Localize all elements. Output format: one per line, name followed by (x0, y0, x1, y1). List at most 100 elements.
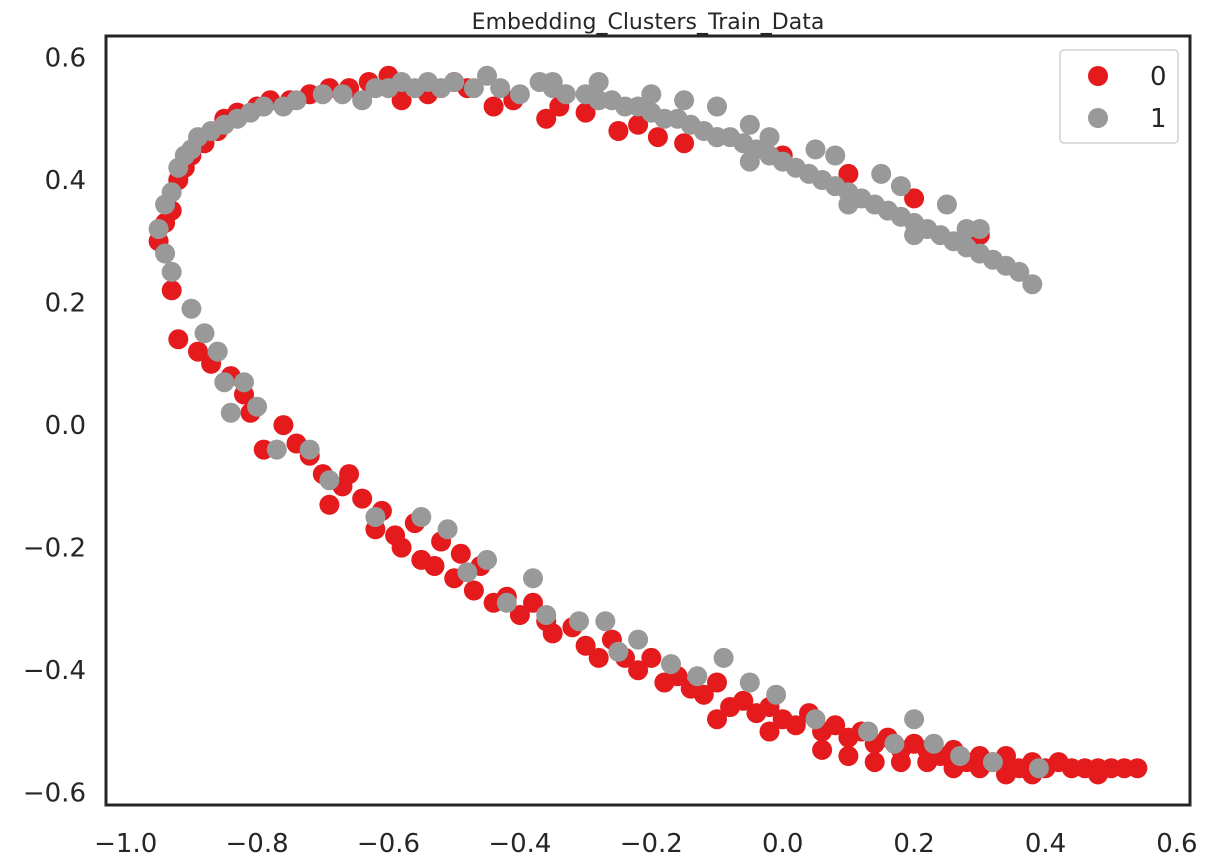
scatter-point-series-0-122 (483, 96, 504, 117)
scatter-point-series-1-111 (674, 90, 695, 111)
scatter-point-series-1-100 (1009, 261, 1030, 282)
y-tick-label: 0.2 (45, 289, 86, 319)
y-tick-label: 0.0 (45, 411, 86, 441)
x-tick-label: −0.4 (488, 829, 551, 859)
scatter-point-series-1-104 (739, 114, 760, 135)
scatter-point-series-1-50 (555, 84, 576, 105)
scatter-point-series-1-24 (299, 439, 320, 460)
plot-frame (104, 34, 1192, 807)
scatter-point-series-1-23 (286, 90, 307, 111)
scatter-point-series-0-68 (693, 684, 714, 705)
scatter-point-series-0-110 (838, 746, 859, 766)
y-axis-ticks: 0.6 0.4 0.2 0.0 −0.2 −0.4 −0.6 (23, 43, 86, 808)
scatter-point-series-0-113 (996, 764, 1016, 785)
scatter-point-series-0-111 (890, 752, 911, 773)
scatter-point-series-0-75 (785, 715, 806, 736)
scatter-point-series-0-104 (917, 752, 938, 773)
scatter-point-series-1-0 (148, 219, 169, 239)
scatter-point-series-0-101 (1127, 758, 1148, 779)
y-tick-label: −0.6 (23, 779, 86, 809)
scatter-point-series-1-112 (739, 151, 760, 172)
legend-label-0: 0 (1150, 62, 1167, 92)
scatter-point-series-1-19 (247, 396, 268, 417)
scatter-point-series-1-109 (588, 72, 609, 92)
scatter-point-series-1-65 (687, 666, 708, 687)
scatter-point-series-1-106 (871, 163, 892, 184)
scatter-point-series-1-113 (838, 194, 859, 215)
scatter-point-series-1-45 (509, 84, 530, 105)
scatter-point-series-1-54 (595, 611, 616, 632)
scatter-point-series-1-56 (608, 641, 629, 662)
scatter-point-series-1-1 (155, 243, 176, 264)
scatter-point-series-1-107 (936, 194, 957, 215)
scatter-point-series-0-120 (391, 90, 412, 111)
scatter-point-series-0-37 (391, 537, 412, 558)
scatter-point-series-0-103 (864, 752, 885, 773)
chart-title: Embedding_Clusters_Train_Data (472, 10, 825, 35)
x-tick-label: 0.2 (893, 829, 934, 859)
scatter-point-series-1-3 (161, 261, 182, 282)
scatter-point-series-1-42 (477, 549, 497, 570)
x-tick-label: −0.6 (357, 829, 420, 859)
scatter-point-series-0-114 (575, 102, 596, 123)
scatter-point-series-1-17 (234, 372, 254, 393)
scatter-point-series-1-20 (253, 96, 274, 117)
scatter-point-series-0-52 (523, 592, 543, 613)
x-tick-label: −0.2 (620, 829, 683, 859)
scatter-point-series-0-8 (188, 341, 208, 362)
points-layer (148, 65, 1148, 785)
scatter-point-series-0-102 (812, 739, 833, 760)
scatter-point-series-0-60 (608, 121, 629, 141)
scatter-point-series-0-123 (536, 108, 557, 129)
scatter-point-series-0-41 (424, 556, 445, 576)
scatter-point-series-1-103 (707, 96, 727, 117)
scatter-point-series-1-14 (214, 372, 235, 393)
scatter-point-series-1-27 (332, 84, 353, 105)
scatter-point-series-0-5 (168, 329, 189, 350)
scatter-point-series-0-69 (707, 672, 727, 693)
scatter-point-series-1-51 (569, 611, 589, 632)
scatter-point-series-1-62 (661, 654, 681, 675)
scatter-point-series-0-54 (542, 623, 563, 644)
y-tick-label: 0.4 (45, 166, 86, 196)
y-tick-label: 0.6 (45, 43, 86, 73)
scatter-point-series-0-117 (838, 163, 859, 184)
scatter-point-series-1-105 (805, 139, 826, 160)
scatter-point-series-1-89 (904, 709, 925, 730)
scatter-point-series-1-8 (181, 298, 202, 319)
scatter-point-series-1-71 (739, 672, 760, 693)
scatter-point-series-1-119 (969, 219, 990, 239)
scatter-point-series-0-109 (759, 721, 780, 742)
scatter-point-series-1-59 (628, 629, 649, 650)
scatter-point-series-1-83 (858, 721, 879, 742)
scatter-point-series-0-27 (319, 494, 340, 515)
scatter-point-series-0-107 (1088, 764, 1108, 785)
scatter-point-series-1-38 (444, 72, 465, 92)
scatter-point-series-1-78 (805, 709, 826, 730)
scatter-point-series-1-15 (220, 402, 241, 423)
scatter-point-series-1-4 (161, 182, 182, 203)
x-tick-label: −0.8 (226, 829, 289, 859)
x-axis-ticks: −1.0 −0.8 −0.6 −0.4 −0.2 0.0 0.2 0.4 0.6 (94, 829, 1197, 859)
scatter-point-series-0-108 (707, 709, 727, 730)
scatter-point-series-0-30 (339, 464, 360, 485)
scatter-point-series-0-46 (463, 580, 484, 601)
legend-label-1: 1 (1150, 104, 1167, 134)
scatter-point-series-1-98 (982, 752, 1003, 773)
legend: 0 1 (1059, 49, 1179, 144)
scatter-point-series-1-44 (496, 592, 517, 613)
x-tick-label: 0.0 (762, 829, 803, 859)
scatter-point-series-1-48 (536, 605, 557, 625)
scatter-point-series-1-101 (1022, 274, 1043, 295)
scatter-point-series-1-10 (194, 323, 215, 344)
scatter-point-series-1-39 (457, 562, 478, 583)
scatter-point-series-1-118 (890, 176, 911, 197)
x-tick-label: 0.6 (1156, 829, 1197, 859)
scatter-point-series-0-78 (825, 715, 846, 736)
scatter-point-series-1-110 (641, 84, 662, 105)
scatter-point-series-1-117 (825, 145, 846, 166)
scatter-point-series-1-46 (523, 568, 543, 589)
scatter-point-series-1-94 (950, 746, 971, 766)
scatter-point-series-1-12 (207, 341, 228, 362)
scatter-point-series-1-43 (490, 78, 511, 99)
